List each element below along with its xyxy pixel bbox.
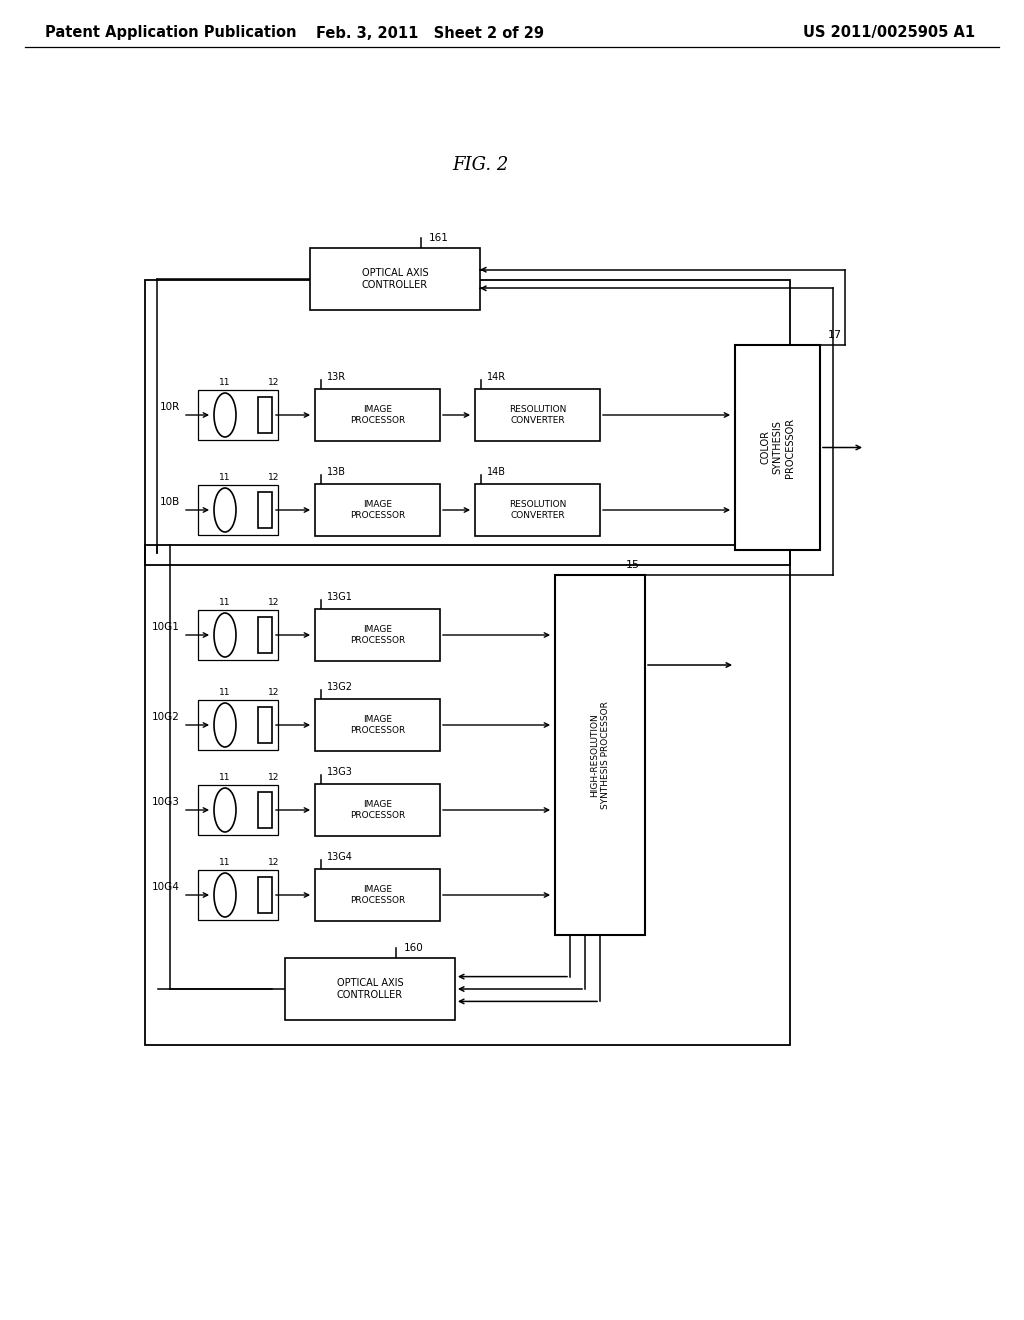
Text: 13B: 13B: [327, 467, 346, 477]
Text: 14B: 14B: [487, 467, 506, 477]
Text: 11: 11: [219, 688, 230, 697]
Ellipse shape: [214, 393, 236, 437]
Ellipse shape: [214, 788, 236, 832]
FancyBboxPatch shape: [315, 389, 440, 441]
Text: IMAGE
PROCESSOR: IMAGE PROCESSOR: [350, 715, 406, 735]
FancyBboxPatch shape: [475, 484, 600, 536]
FancyBboxPatch shape: [310, 248, 480, 310]
Text: 13G1: 13G1: [327, 591, 353, 602]
Text: 160: 160: [404, 942, 424, 953]
FancyBboxPatch shape: [285, 958, 455, 1020]
FancyBboxPatch shape: [258, 492, 272, 528]
Text: 12: 12: [268, 473, 280, 482]
Text: 10G4: 10G4: [153, 882, 180, 892]
Text: OPTICAL AXIS
CONTROLLER: OPTICAL AXIS CONTROLLER: [361, 268, 428, 290]
Text: US 2011/0025905 A1: US 2011/0025905 A1: [803, 25, 975, 41]
FancyBboxPatch shape: [315, 484, 440, 536]
Text: Patent Application Publication: Patent Application Publication: [45, 25, 297, 41]
Text: 11: 11: [219, 378, 230, 387]
FancyBboxPatch shape: [735, 345, 820, 550]
Text: OPTICAL AXIS
CONTROLLER: OPTICAL AXIS CONTROLLER: [337, 978, 403, 1001]
FancyBboxPatch shape: [258, 792, 272, 828]
Text: 10G3: 10G3: [153, 797, 180, 807]
Text: 14R: 14R: [487, 372, 506, 381]
Text: 15: 15: [626, 560, 640, 570]
Text: 12: 12: [268, 598, 280, 607]
Text: RESOLUTION
CONVERTER: RESOLUTION CONVERTER: [509, 405, 566, 425]
Text: IMAGE
PROCESSOR: IMAGE PROCESSOR: [350, 884, 406, 906]
Text: 17: 17: [828, 330, 842, 341]
Text: 13G3: 13G3: [327, 767, 353, 777]
FancyBboxPatch shape: [258, 397, 272, 433]
Text: 11: 11: [219, 774, 230, 781]
FancyBboxPatch shape: [315, 784, 440, 836]
Ellipse shape: [214, 873, 236, 917]
FancyBboxPatch shape: [315, 700, 440, 751]
Text: 10G1: 10G1: [153, 622, 180, 632]
Text: 11: 11: [219, 598, 230, 607]
Text: 11: 11: [219, 858, 230, 867]
Ellipse shape: [214, 704, 236, 747]
FancyBboxPatch shape: [258, 708, 272, 743]
Text: 10B: 10B: [160, 498, 180, 507]
Text: 10G2: 10G2: [153, 711, 180, 722]
Text: 12: 12: [268, 688, 280, 697]
Text: RESOLUTION
CONVERTER: RESOLUTION CONVERTER: [509, 500, 566, 520]
Text: IMAGE
PROCESSOR: IMAGE PROCESSOR: [350, 405, 406, 425]
Text: 13R: 13R: [327, 372, 346, 381]
FancyBboxPatch shape: [315, 869, 440, 921]
Text: IMAGE
PROCESSOR: IMAGE PROCESSOR: [350, 500, 406, 520]
Text: 12: 12: [268, 378, 280, 387]
FancyBboxPatch shape: [258, 616, 272, 653]
Text: 10R: 10R: [160, 403, 180, 412]
Text: 13G4: 13G4: [327, 851, 353, 862]
Text: Feb. 3, 2011   Sheet 2 of 29: Feb. 3, 2011 Sheet 2 of 29: [316, 25, 544, 41]
Text: COLOR
SYNTHESIS
PROCESSOR: COLOR SYNTHESIS PROCESSOR: [760, 417, 795, 478]
Ellipse shape: [214, 488, 236, 532]
Text: 13G2: 13G2: [327, 682, 353, 692]
Text: FIG. 2: FIG. 2: [452, 156, 508, 174]
FancyBboxPatch shape: [475, 389, 600, 441]
Text: HIGH-RESOLUTION
SYNTHESIS PROCESSOR: HIGH-RESOLUTION SYNTHESIS PROCESSOR: [590, 701, 610, 809]
Text: 12: 12: [268, 858, 280, 867]
Text: IMAGE
PROCESSOR: IMAGE PROCESSOR: [350, 624, 406, 645]
Ellipse shape: [214, 612, 236, 657]
FancyBboxPatch shape: [258, 876, 272, 913]
FancyBboxPatch shape: [315, 609, 440, 661]
Text: 11: 11: [219, 473, 230, 482]
Text: 161: 161: [429, 234, 449, 243]
FancyBboxPatch shape: [555, 576, 645, 935]
Text: 12: 12: [268, 774, 280, 781]
Text: IMAGE
PROCESSOR: IMAGE PROCESSOR: [350, 800, 406, 820]
